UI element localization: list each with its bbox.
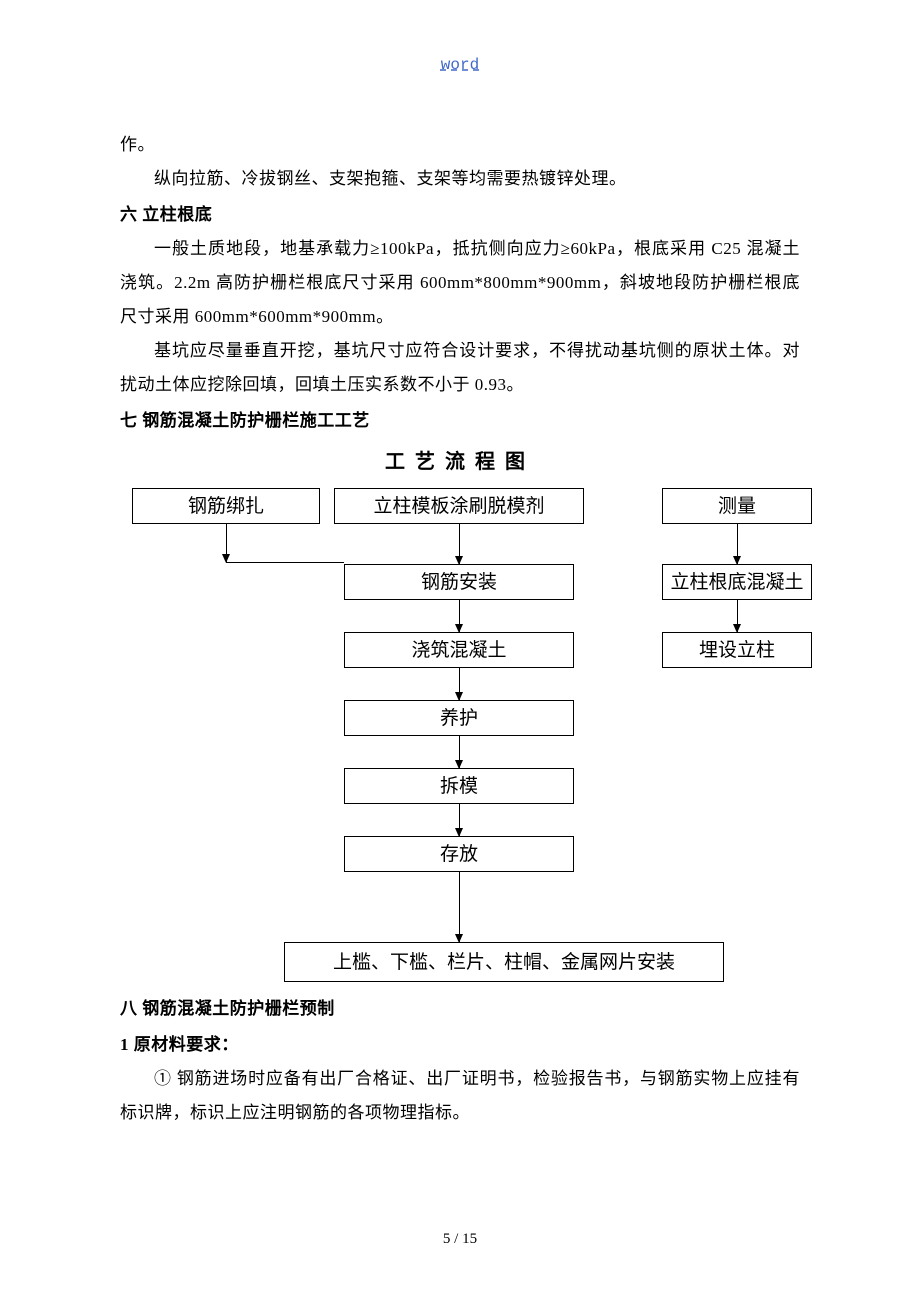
- flow-node-form-release: 立柱模板涂刷脱模剂: [334, 488, 584, 524]
- flow-arrow: [459, 600, 460, 632]
- flow-arrow: [737, 600, 738, 632]
- fragment-line: 作。: [120, 128, 800, 162]
- flow-arrow: [459, 736, 460, 768]
- flow-arrow: [459, 524, 460, 564]
- paragraph: 纵向拉筋、冷拔钢丝、支架抱箍、支架等均需要热镀锌处理。: [120, 162, 800, 196]
- header-word: word: [0, 56, 920, 74]
- flow-node-storage: 存放: [344, 836, 574, 872]
- flow-node-survey: 测量: [662, 488, 812, 524]
- heading-7: 七 钢筋混凝土防护栅栏施工工艺: [120, 404, 800, 438]
- process-flowchart: 钢筋绑扎 立柱模板涂刷脱模剂 测量 钢筋安装 立柱根底混凝土 浇筑混凝土 埋设立…: [116, 488, 816, 1048]
- flow-arrow: [737, 524, 738, 564]
- paragraph: 基坑应尽量垂直开挖，基坑尺寸应符合设计要求，不得扰动基坑侧的原状土体。对扰动土体…: [120, 334, 800, 402]
- flowchart-title: 工艺流程图: [120, 442, 800, 482]
- flow-node-curing: 养护: [344, 700, 574, 736]
- flow-node-rebar-install: 钢筋安装: [344, 564, 574, 600]
- paragraph: ① 钢筋进场时应备有出厂合格证、出厂证明书，检验报告书，与钢筋实物上应挂有标识牌…: [120, 1062, 800, 1130]
- flow-node-column-base-concrete: 立柱根底混凝土: [662, 564, 812, 600]
- flow-node-formwork-removal: 拆模: [344, 768, 574, 804]
- flow-arrow: [459, 668, 460, 700]
- flow-node-embed-column: 埋设立柱: [662, 632, 812, 668]
- flow-arrow: [459, 872, 460, 942]
- heading-6: 六 立柱根底: [120, 198, 800, 232]
- paragraph: 一般土质地段，地基承载力≥100kPa，抵抗侧向应力≥60kPa，根底采用 C2…: [120, 232, 800, 334]
- page-number: 5 / 15: [0, 1231, 920, 1248]
- flow-node-install-components: 上槛、下槛、栏片、柱帽、金属网片安装: [284, 942, 724, 982]
- flow-connector: [226, 562, 344, 563]
- document-body: 作。 纵向拉筋、冷拔钢丝、支架抱箍、支架等均需要热镀锌处理。 六 立柱根底 一般…: [120, 128, 800, 1130]
- flow-arrow: [459, 804, 460, 836]
- flow-node-pour-concrete: 浇筑混凝土: [344, 632, 574, 668]
- flow-node-rebar-tying: 钢筋绑扎: [132, 488, 320, 524]
- flow-arrow: [226, 524, 227, 562]
